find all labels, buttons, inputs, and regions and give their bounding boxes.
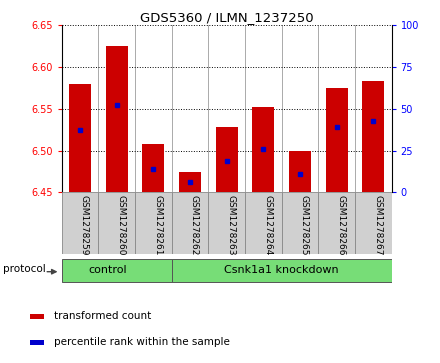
Bar bbox=[62, 192, 98, 254]
Bar bbox=[245, 192, 282, 254]
Text: control: control bbox=[88, 265, 127, 276]
Text: GSM1278262: GSM1278262 bbox=[190, 195, 199, 256]
Text: GSM1278267: GSM1278267 bbox=[373, 195, 382, 256]
Bar bbox=[355, 192, 392, 254]
Text: GSM1278266: GSM1278266 bbox=[337, 195, 345, 256]
Bar bbox=[135, 192, 172, 254]
Bar bbox=[142, 144, 164, 192]
Text: GSM1278259: GSM1278259 bbox=[80, 195, 89, 256]
Bar bbox=[172, 259, 392, 282]
Text: GSM1278265: GSM1278265 bbox=[300, 195, 309, 256]
Bar bbox=[318, 192, 355, 254]
Text: GSM1278261: GSM1278261 bbox=[153, 195, 162, 256]
Text: transformed count: transformed count bbox=[54, 311, 151, 321]
Bar bbox=[62, 259, 172, 282]
Title: GDS5360 / ILMN_1237250: GDS5360 / ILMN_1237250 bbox=[140, 11, 313, 24]
Bar bbox=[106, 46, 128, 192]
Bar bbox=[30, 314, 44, 319]
Bar bbox=[326, 88, 348, 192]
Bar bbox=[252, 107, 274, 192]
Bar bbox=[362, 81, 384, 192]
Text: Csnk1a1 knockdown: Csnk1a1 knockdown bbox=[224, 265, 339, 276]
Text: GSM1278263: GSM1278263 bbox=[227, 195, 235, 256]
Bar bbox=[30, 340, 44, 345]
Text: percentile rank within the sample: percentile rank within the sample bbox=[54, 337, 230, 347]
Text: protocol: protocol bbox=[3, 264, 46, 274]
Text: GSM1278264: GSM1278264 bbox=[263, 195, 272, 256]
Bar bbox=[216, 127, 238, 192]
Bar bbox=[208, 192, 245, 254]
Bar bbox=[282, 192, 318, 254]
Text: GSM1278260: GSM1278260 bbox=[117, 195, 125, 256]
Bar bbox=[179, 172, 201, 192]
Bar bbox=[69, 84, 91, 192]
Bar bbox=[98, 192, 135, 254]
Bar bbox=[289, 151, 311, 192]
Bar bbox=[172, 192, 208, 254]
